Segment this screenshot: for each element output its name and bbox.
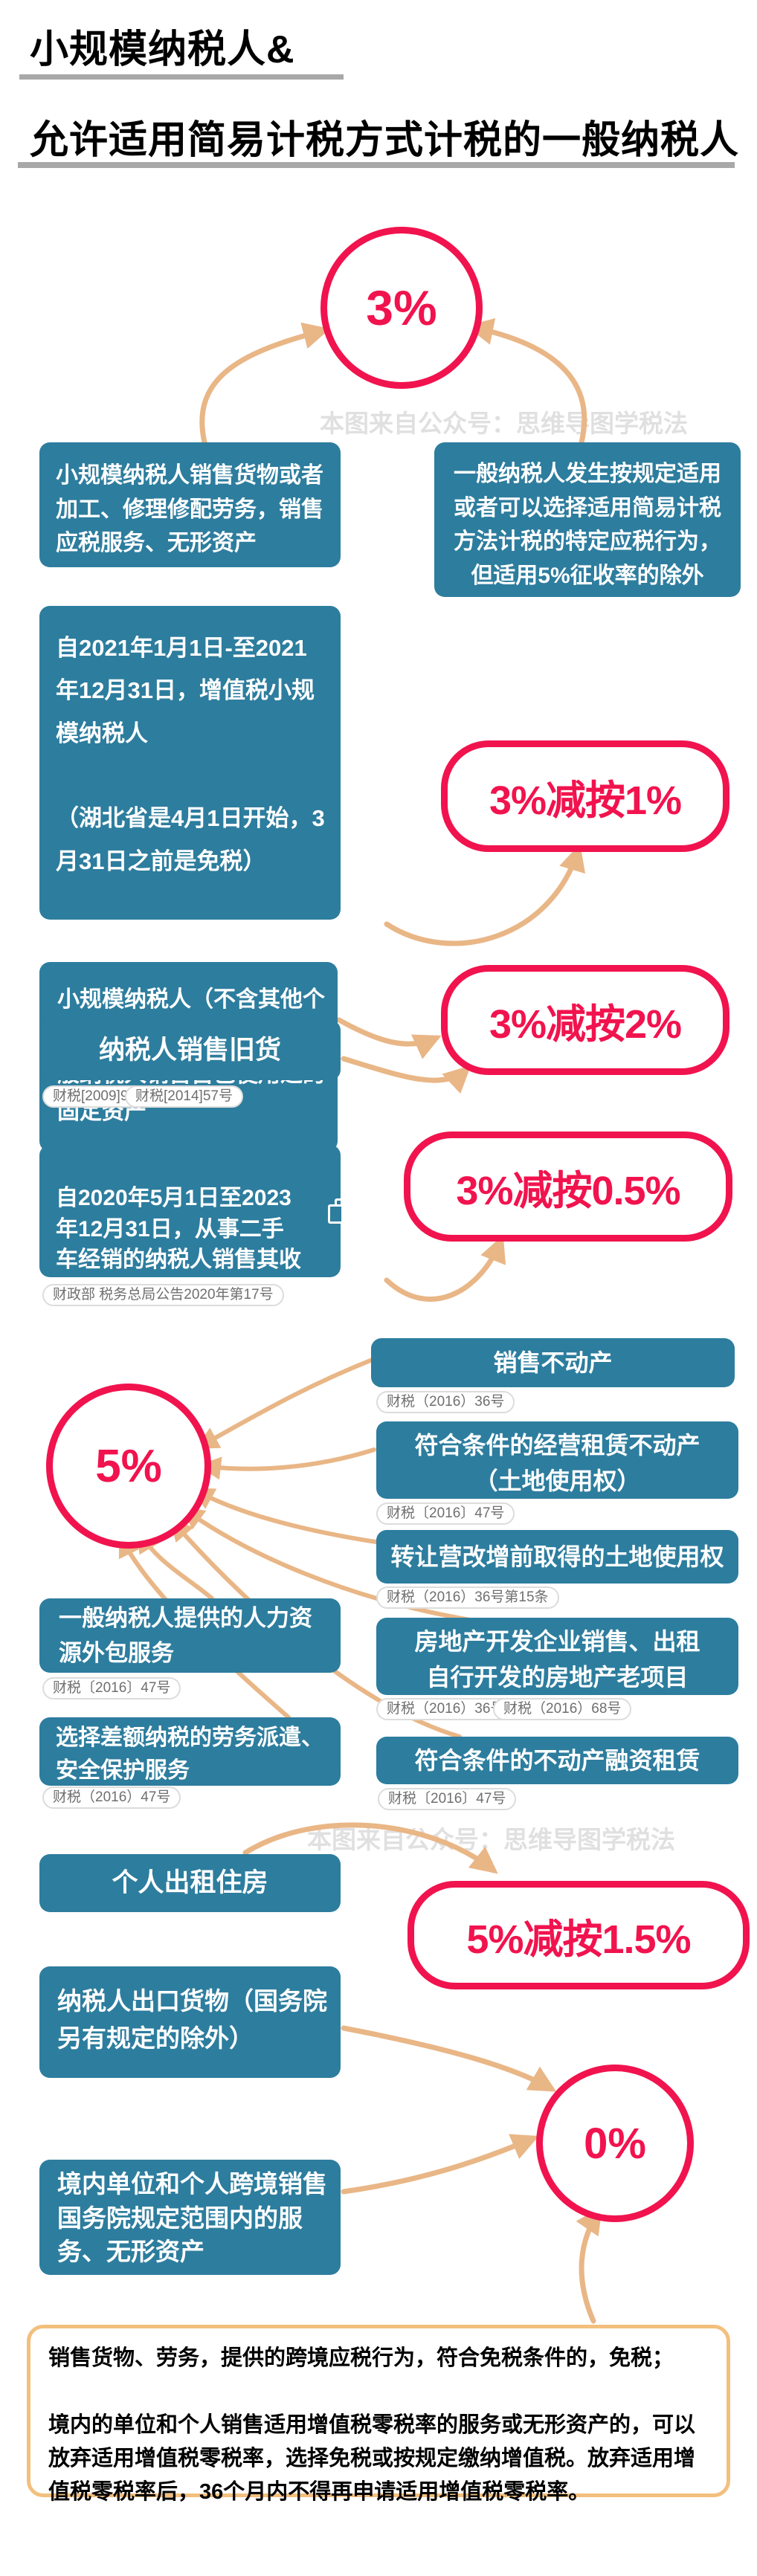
title-underline-1 — [19, 74, 344, 80]
pill-label: 5%减按1.5% — [466, 1917, 691, 1962]
arrow-boxF-to-pill05 — [384, 1235, 506, 1302]
citation-badge: 财税[2014]57号 — [125, 1085, 243, 1108]
node-real-estate-finance-lease: 符合条件的不动产融资租赁 — [376, 1737, 738, 1784]
arrow-boxA-to-3pct — [199, 322, 331, 445]
citation-badge: 财税（2016）36号 — [376, 1698, 515, 1720]
citation-badge: 财政部 税务总局公告2020年第17号 — [42, 1284, 284, 1306]
citation-badge: 财税〔2016〕47号 — [376, 1502, 515, 1525]
pill-3pct-reduced-05pct: 3%减按0.5% — [404, 1132, 732, 1242]
rate-label: 5% — [95, 1440, 162, 1492]
rate-label: 3% — [366, 280, 437, 335]
arrow-boxC-to-pill1 — [384, 844, 586, 946]
pill-3pct-reduced-1pct: 3%减按1% — [441, 740, 729, 852]
node-general-taxpayer-simple-method: 一般纳税人发生按规定适用 或者可以选择适用简易计税 方法计税的特定应税行为， 但… — [434, 442, 741, 597]
node-small-scale-sales: 小规模纳税人销售货物或者 加工、修理修配劳务，销售 应税服务、无形资产 — [39, 442, 341, 567]
copy-icon — [328, 1198, 350, 1224]
arrow-footnote-to-0pct — [576, 2206, 603, 2324]
page-title-line1: 小规模纳税人& — [30, 28, 295, 71]
rate-label: 0% — [584, 2119, 646, 2168]
arrow-boxG-to-5pct — [195, 1357, 376, 1450]
node-real-estate-developer-old-projects: 房地产开发企业销售、出租 自行开发的房地产老项目 — [376, 1618, 738, 1695]
node-personal-house-rental: 个人出租住房 — [39, 1854, 341, 1912]
node-used-goods: 纳税人销售旧货 — [39, 1020, 341, 1080]
arrow-boxH-to-5pct — [197, 1447, 376, 1480]
arrow-boxE-to-pill2 — [341, 1056, 471, 1094]
pill-label: 3%减按1% — [489, 778, 682, 823]
pill-5pct-reduced-15pct: 5%减按1.5% — [408, 1881, 750, 1989]
citation-badge: 财税（2016）36号第15条 — [376, 1586, 559, 1609]
citation-badge: 财税〔2016〕47号 — [42, 1677, 181, 1699]
rate-circle-0pct: 0% — [536, 2065, 694, 2222]
node-land-use-right-transfer: 转让营改增前取得的土地使用权 — [376, 1530, 738, 1584]
citation-badge: 财税（2016）36号 — [376, 1391, 515, 1413]
zero-rate-footnote: 销售货物、劳务，提供的跨境应税行为，符合免税条件的，免税； 境内的单位和个人销售… — [27, 2325, 730, 2504]
node-operating-lease-real-estate: 符合条件的经营租赁不动产 （土地使用权） — [376, 1421, 738, 1499]
arrow-boxD-to-pill2 — [336, 1017, 442, 1059]
pill-label: 3%减按0.5% — [456, 1168, 680, 1213]
pill-label: 3%减按2% — [489, 1001, 682, 1047]
node-cross-border-services: 境内单位和个人跨境销售 国务院规定范围内的服 务、无形资产 — [39, 2160, 341, 2275]
node-second-hand-cars: 自2020年5月1日至2023 年12月31日，从事二手 车经销的纳税人销售其收… — [39, 1145, 350, 1303]
pill-3pct-reduced-2pct: 3%减按2% — [441, 965, 729, 1075]
node-sell-real-estate: 销售不动产 — [371, 1338, 735, 1387]
page-title-line2: 允许适用简易计税方式计税的一般纳税人 — [30, 119, 740, 162]
node-hr-outsourcing: 一般纳税人提供的人力资 源外包服务 — [39, 1598, 341, 1673]
rate-circle-3pct: 3% — [320, 227, 483, 389]
arrow-boxO-to-0pct — [341, 2025, 557, 2092]
node-labor-dispatch-security: 选择差额纳税的劳务派遣、 安全保护服务 — [39, 1717, 341, 1786]
title-underline-2 — [18, 162, 735, 168]
watermark: 本图来自公众号：思维导图学税法 — [320, 410, 688, 437]
watermark: 本图来自公众号：思维导图学税法 — [307, 1826, 675, 1853]
node-2021-small-scale: 自2021年1月1日-至2021 年12月31日，增值税小规 模纳税人 （湖北省… — [39, 606, 341, 920]
citation-badge: 财税（2016）68号 — [493, 1698, 632, 1720]
node-export-goods: 纳税人出口货物（国务院 另有规定的除外） — [39, 1966, 341, 2078]
citation-badge: 财税〔2016〕47号 — [378, 1788, 517, 1810]
rate-circle-5pct: 5% — [46, 1384, 211, 1549]
arrow-boxP-to-0pct — [341, 2134, 539, 2195]
citation-badge: 财税（2016）47号 — [42, 1786, 181, 1809]
